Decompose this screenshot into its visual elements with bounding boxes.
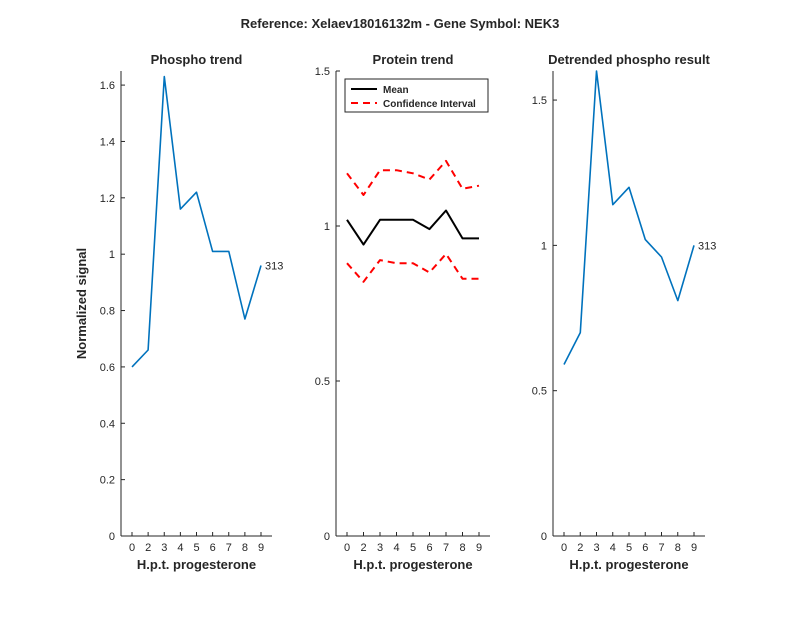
x-tick-label: 9 (476, 542, 482, 554)
series-end-label: 313 (698, 240, 716, 252)
x-tick-label: 5 (626, 542, 632, 554)
legend-label-1: Mean (383, 85, 409, 96)
x-tick-label: 2 (577, 542, 583, 554)
y-tick-label: 0 (541, 531, 547, 543)
y-tick-label: 0.6 (100, 362, 115, 374)
y-tick-label: 0.5 (315, 376, 330, 388)
x-axis-label: H.p.t. progesterone (569, 557, 688, 572)
x-tick-label: 0 (344, 542, 350, 554)
y-tick-label: 0 (109, 531, 115, 543)
x-tick-label: 6 (426, 542, 432, 554)
chart-title: Phospho trend (151, 52, 243, 67)
x-tick-label: 9 (258, 542, 264, 554)
y-tick-label: 1 (541, 240, 547, 252)
x-tick-label: 9 (691, 542, 697, 554)
x-tick-label: 8 (675, 542, 681, 554)
x-tick-label: 8 (242, 542, 248, 554)
legend-box (344, 78, 489, 113)
y-tick-label: 1.2 (100, 193, 115, 205)
y-tick-label: 1.5 (532, 95, 547, 107)
x-tick-label: 7 (658, 542, 664, 554)
y-tick-label: 0.2 (100, 475, 115, 487)
x-tick-label: 0 (129, 542, 135, 554)
x-tick-label: 4 (393, 542, 399, 554)
y-tick-label: 0 (324, 531, 330, 543)
series-line-1 (563, 70, 695, 365)
legend-label-2: Confidence Interval (383, 99, 476, 110)
x-tick-label: 3 (161, 542, 167, 554)
x-tick-label: 5 (193, 542, 199, 554)
x-tick-label: 4 (177, 542, 183, 554)
series-line-3 (346, 252, 479, 283)
x-tick-label: 2 (145, 542, 151, 554)
x-axis-label: H.p.t. progesterone (137, 557, 256, 572)
chart-title: Detrended phospho result (548, 52, 710, 67)
y-tick-label: 1.6 (100, 80, 115, 92)
y-tick-label: 1.4 (100, 136, 115, 148)
x-tick-label: 0 (561, 542, 567, 554)
y-tick-label: 0.5 (532, 386, 547, 398)
x-tick-label: 6 (210, 542, 216, 554)
x-tick-label: 2 (360, 542, 366, 554)
y-tick-label: 0.4 (100, 418, 115, 430)
figure-suptitle: Reference: Xelaev18016132m - Gene Symbol… (241, 16, 560, 31)
y-tick-label: 1 (109, 249, 115, 261)
y-tick-label: 1 (324, 221, 330, 233)
y-axis-label: Normalized signal (74, 248, 89, 359)
x-tick-label: 5 (410, 542, 416, 554)
y-tick-label: 0.8 (100, 306, 115, 318)
x-tick-label: 3 (377, 542, 383, 554)
x-axis-label: H.p.t. progesterone (353, 557, 472, 572)
x-tick-label: 6 (642, 542, 648, 554)
y-tick-label: 1.5 (315, 66, 330, 78)
x-tick-label: 3 (593, 542, 599, 554)
series-end-label: 313 (265, 260, 283, 272)
x-tick-label: 7 (443, 542, 449, 554)
chart-legend: Mean Confidence Interval (344, 78, 489, 113)
x-tick-label: 8 (459, 542, 465, 554)
chart-title: Protein trend (373, 52, 454, 67)
series-line-2 (346, 159, 480, 196)
x-tick-label: 7 (226, 542, 232, 554)
series-line-1 (131, 75, 262, 368)
x-tick-label: 4 (610, 542, 616, 554)
series-line-1 (346, 209, 479, 246)
